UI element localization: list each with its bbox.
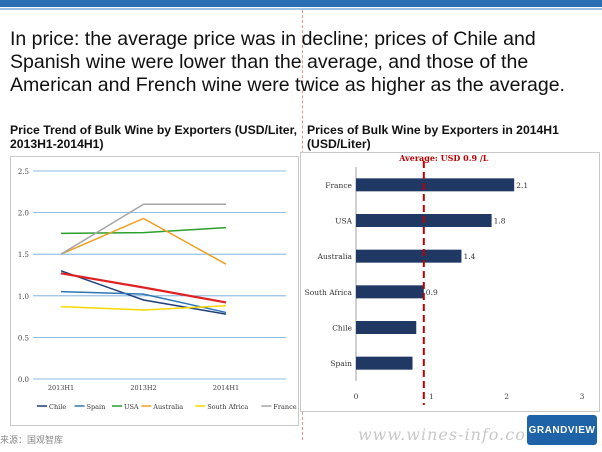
series-line-spain (60, 290, 227, 314)
bar-chart-title: Prices of Bulk Wine by Exporters in 2014… (307, 123, 559, 151)
data-label: 1.4 (463, 252, 475, 261)
x-tick-label: 0 (354, 392, 359, 401)
series-line-usa (60, 226, 227, 235)
bar-chile (356, 321, 417, 334)
y-tick-label: 2.5 (18, 168, 29, 176)
series-line-chile (60, 270, 227, 315)
data-label: 2.1 (516, 181, 528, 190)
x-tick-label: 2013H1 (48, 384, 74, 392)
slide-headline: In price: the average price was in decli… (10, 28, 565, 96)
series-line-france (60, 203, 226, 255)
top-accent-bar (0, 0, 602, 7)
bar-australia (356, 249, 462, 263)
legend-label-south-africa: South Africa (207, 403, 248, 411)
x-tick-label: 2014H1 (213, 384, 239, 392)
y-tick-label: 1.0 (18, 293, 29, 301)
legend-label-france: France (273, 403, 296, 411)
legend-label-usa: USA (124, 403, 139, 411)
line-chart-title: Price Trend of Bulk Wine by Exporters (U… (10, 123, 298, 151)
x-tick-label: 1 (429, 392, 434, 401)
x-tick-label: 3 (580, 392, 585, 401)
category-label: France (325, 181, 352, 190)
bar-chart-frame: France 2.1 USA 1.8 Australia 1.4 South Africa 0… (300, 152, 600, 412)
grandview-logo: GRANDVIEW (527, 415, 597, 445)
category-label: Australia (317, 252, 353, 261)
line-chart: 0.0 0.5 1.0 1.5 2.0 2.5 2013H1 2013H2 2014H1 Chil… (18, 168, 342, 411)
series-line-australia (60, 217, 227, 265)
bar-south-africa (356, 285, 424, 299)
source-note: 来源：国观智库 (0, 436, 64, 446)
legend-label-chile: Chile (49, 403, 66, 411)
legend-label-spain: Spain (87, 403, 106, 411)
data-label: 1.8 (494, 217, 506, 226)
category-label: Chile (332, 324, 352, 333)
y-tick-label: 0.0 (18, 376, 29, 384)
x-tick-label: 2 (504, 392, 509, 401)
bar-france (356, 178, 515, 192)
watermark: www.wines-info.com (357, 425, 542, 444)
line-chart-frame: 0.0 0.5 1.0 1.5 2.0 2.5 2013H1 2013H2 2014H1 Chil… (10, 156, 342, 426)
y-tick-label: 1.5 (18, 251, 29, 259)
legend-label-australia: Australia (152, 403, 183, 411)
bar-spain (356, 356, 413, 370)
series-line-average (60, 272, 227, 304)
series-line-south-africa (60, 305, 227, 311)
average-reference-label: Average: USD 0.9 /L (398, 153, 489, 163)
category-label: Spain (330, 359, 352, 368)
data-label: 0.9 (426, 288, 438, 297)
top-accent-line (0, 8, 602, 10)
category-label: South Africa (305, 288, 353, 297)
category-label: USA (335, 217, 352, 226)
bar-chart: France 2.1 USA 1.8 Australia 1.4 South Africa 0… (305, 153, 585, 405)
y-tick-label: 2.0 (18, 210, 29, 218)
x-tick-label: 2013H2 (130, 384, 156, 392)
y-tick-label: 0.5 (18, 334, 29, 342)
